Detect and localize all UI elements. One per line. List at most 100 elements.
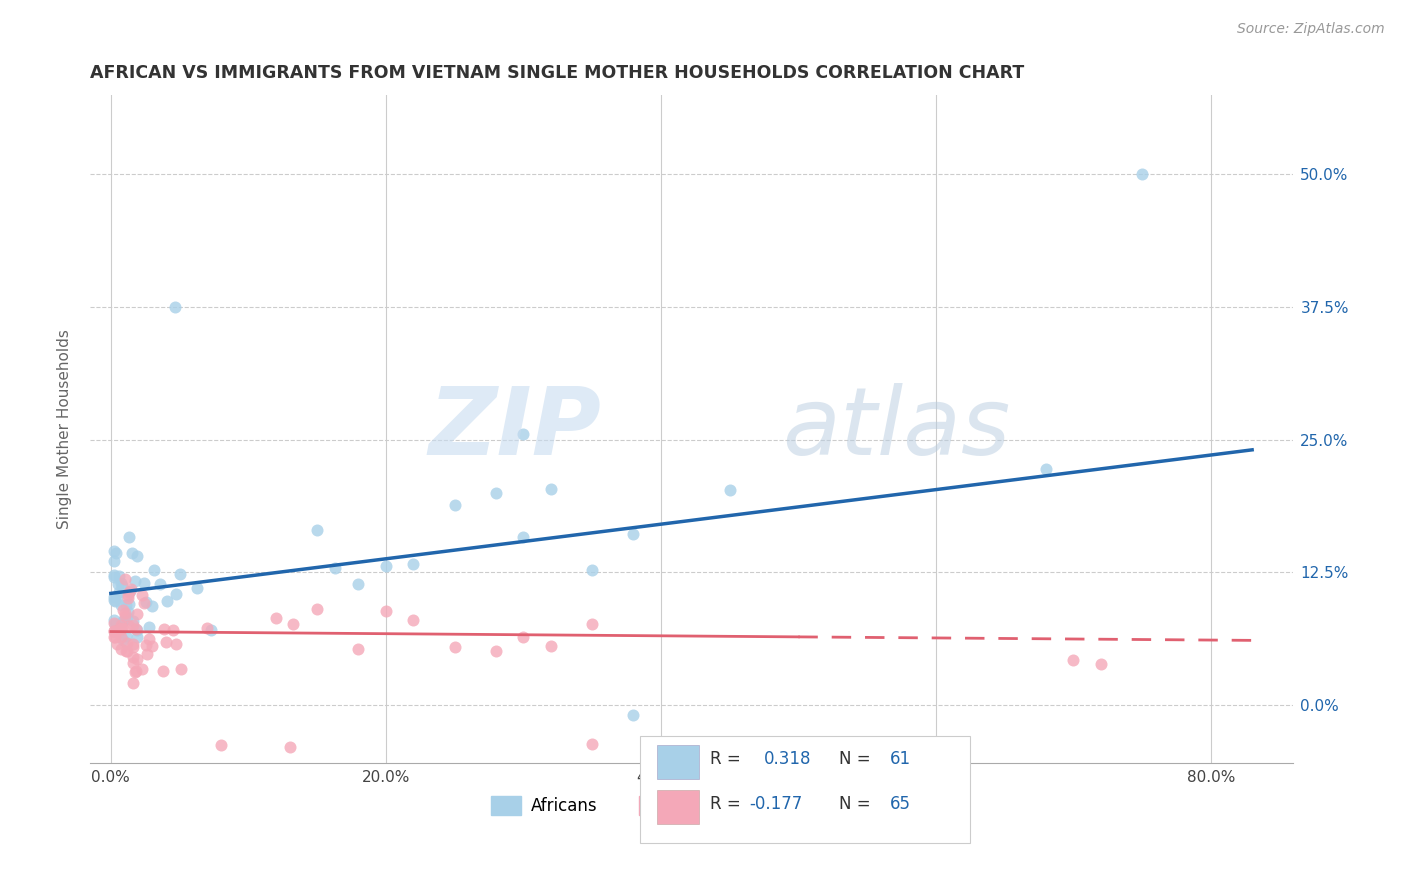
Point (718, 483, 741, 497)
Point (121, 546, 143, 560)
Point (107, 585, 129, 599)
Point (374, 605, 396, 619)
Text: 65: 65 (890, 795, 911, 813)
Point (165, 300, 187, 314)
Point (581, 737, 603, 751)
Point (374, 559, 396, 574)
Point (485, 486, 508, 500)
Point (200, 624, 222, 638)
Point (121, 637, 143, 651)
Point (1035, 462, 1057, 476)
Y-axis label: Single Mother Households: Single Mother Households (58, 329, 72, 529)
Point (131, 662, 153, 676)
Point (443, 640, 465, 654)
Point (138, 632, 160, 646)
Point (105, 590, 128, 604)
Point (485, 644, 508, 658)
Point (127, 549, 149, 563)
Point (121, 675, 143, 690)
Point (103, 590, 125, 604)
Point (122, 614, 145, 628)
Point (122, 649, 145, 664)
Point (402, 613, 425, 627)
Point (127, 651, 149, 665)
Point (104, 594, 127, 608)
Point (124, 664, 146, 678)
Point (103, 543, 125, 558)
Point (104, 616, 127, 631)
Point (107, 576, 129, 591)
Point (110, 630, 132, 644)
Point (135, 595, 157, 609)
Point (112, 614, 135, 628)
Point (115, 598, 138, 612)
Point (581, 563, 603, 577)
Text: -0.177: -0.177 (749, 795, 803, 813)
Point (111, 603, 134, 617)
Point (105, 637, 128, 651)
Point (110, 641, 132, 656)
Point (134, 576, 156, 591)
Point (155, 635, 177, 649)
Point (122, 640, 145, 654)
Point (169, 662, 191, 676)
Point (124, 622, 146, 636)
Point (114, 609, 136, 624)
Point (281, 616, 304, 631)
Point (540, 482, 562, 496)
Point (118, 618, 141, 632)
Point (112, 614, 135, 628)
Point (1062, 653, 1084, 667)
Legend: Africans, Immigrants from Vietnam: Africans, Immigrants from Vietnam (484, 789, 900, 822)
Point (118, 584, 141, 599)
Point (105, 546, 128, 560)
Point (103, 554, 125, 568)
Point (117, 597, 139, 611)
Point (125, 630, 148, 644)
Point (110, 598, 132, 612)
Point (512, 530, 534, 544)
Point (153, 622, 176, 636)
Point (540, 640, 562, 654)
Text: R =: R = (710, 795, 747, 813)
Point (136, 647, 159, 661)
Text: N =: N = (839, 750, 876, 768)
Point (115, 610, 138, 624)
Point (149, 577, 172, 591)
Point (117, 605, 139, 619)
Point (127, 623, 149, 637)
Point (121, 657, 143, 671)
Point (118, 585, 141, 599)
Point (165, 637, 187, 651)
Point (103, 593, 125, 607)
Point (307, 524, 329, 538)
Point (105, 624, 128, 639)
Point (581, 616, 603, 631)
Point (141, 599, 163, 613)
Point (114, 606, 136, 620)
Text: N =: N = (839, 795, 876, 813)
Point (278, 740, 301, 755)
Point (110, 622, 132, 636)
Point (131, 588, 153, 602)
Point (195, 621, 218, 635)
Point (124, 665, 146, 680)
Point (307, 602, 329, 616)
Point (402, 558, 425, 572)
Point (209, 738, 232, 752)
Text: R =: R = (710, 750, 747, 768)
Point (347, 642, 370, 657)
Point (443, 498, 465, 512)
Point (117, 588, 139, 602)
Text: AFRICAN VS IMMIGRANTS FROM VIETNAM SINGLE MOTHER HOUSEHOLDS CORRELATION CHART: AFRICAN VS IMMIGRANTS FROM VIETNAM SINGL… (90, 64, 1025, 82)
Point (124, 574, 146, 588)
Point (117, 636, 139, 650)
Point (143, 563, 166, 577)
Point (104, 630, 127, 644)
Point (621, 527, 644, 541)
Point (103, 615, 125, 630)
Text: atlas: atlas (782, 384, 1011, 475)
Point (347, 576, 370, 591)
Point (111, 579, 134, 593)
Point (138, 620, 160, 634)
